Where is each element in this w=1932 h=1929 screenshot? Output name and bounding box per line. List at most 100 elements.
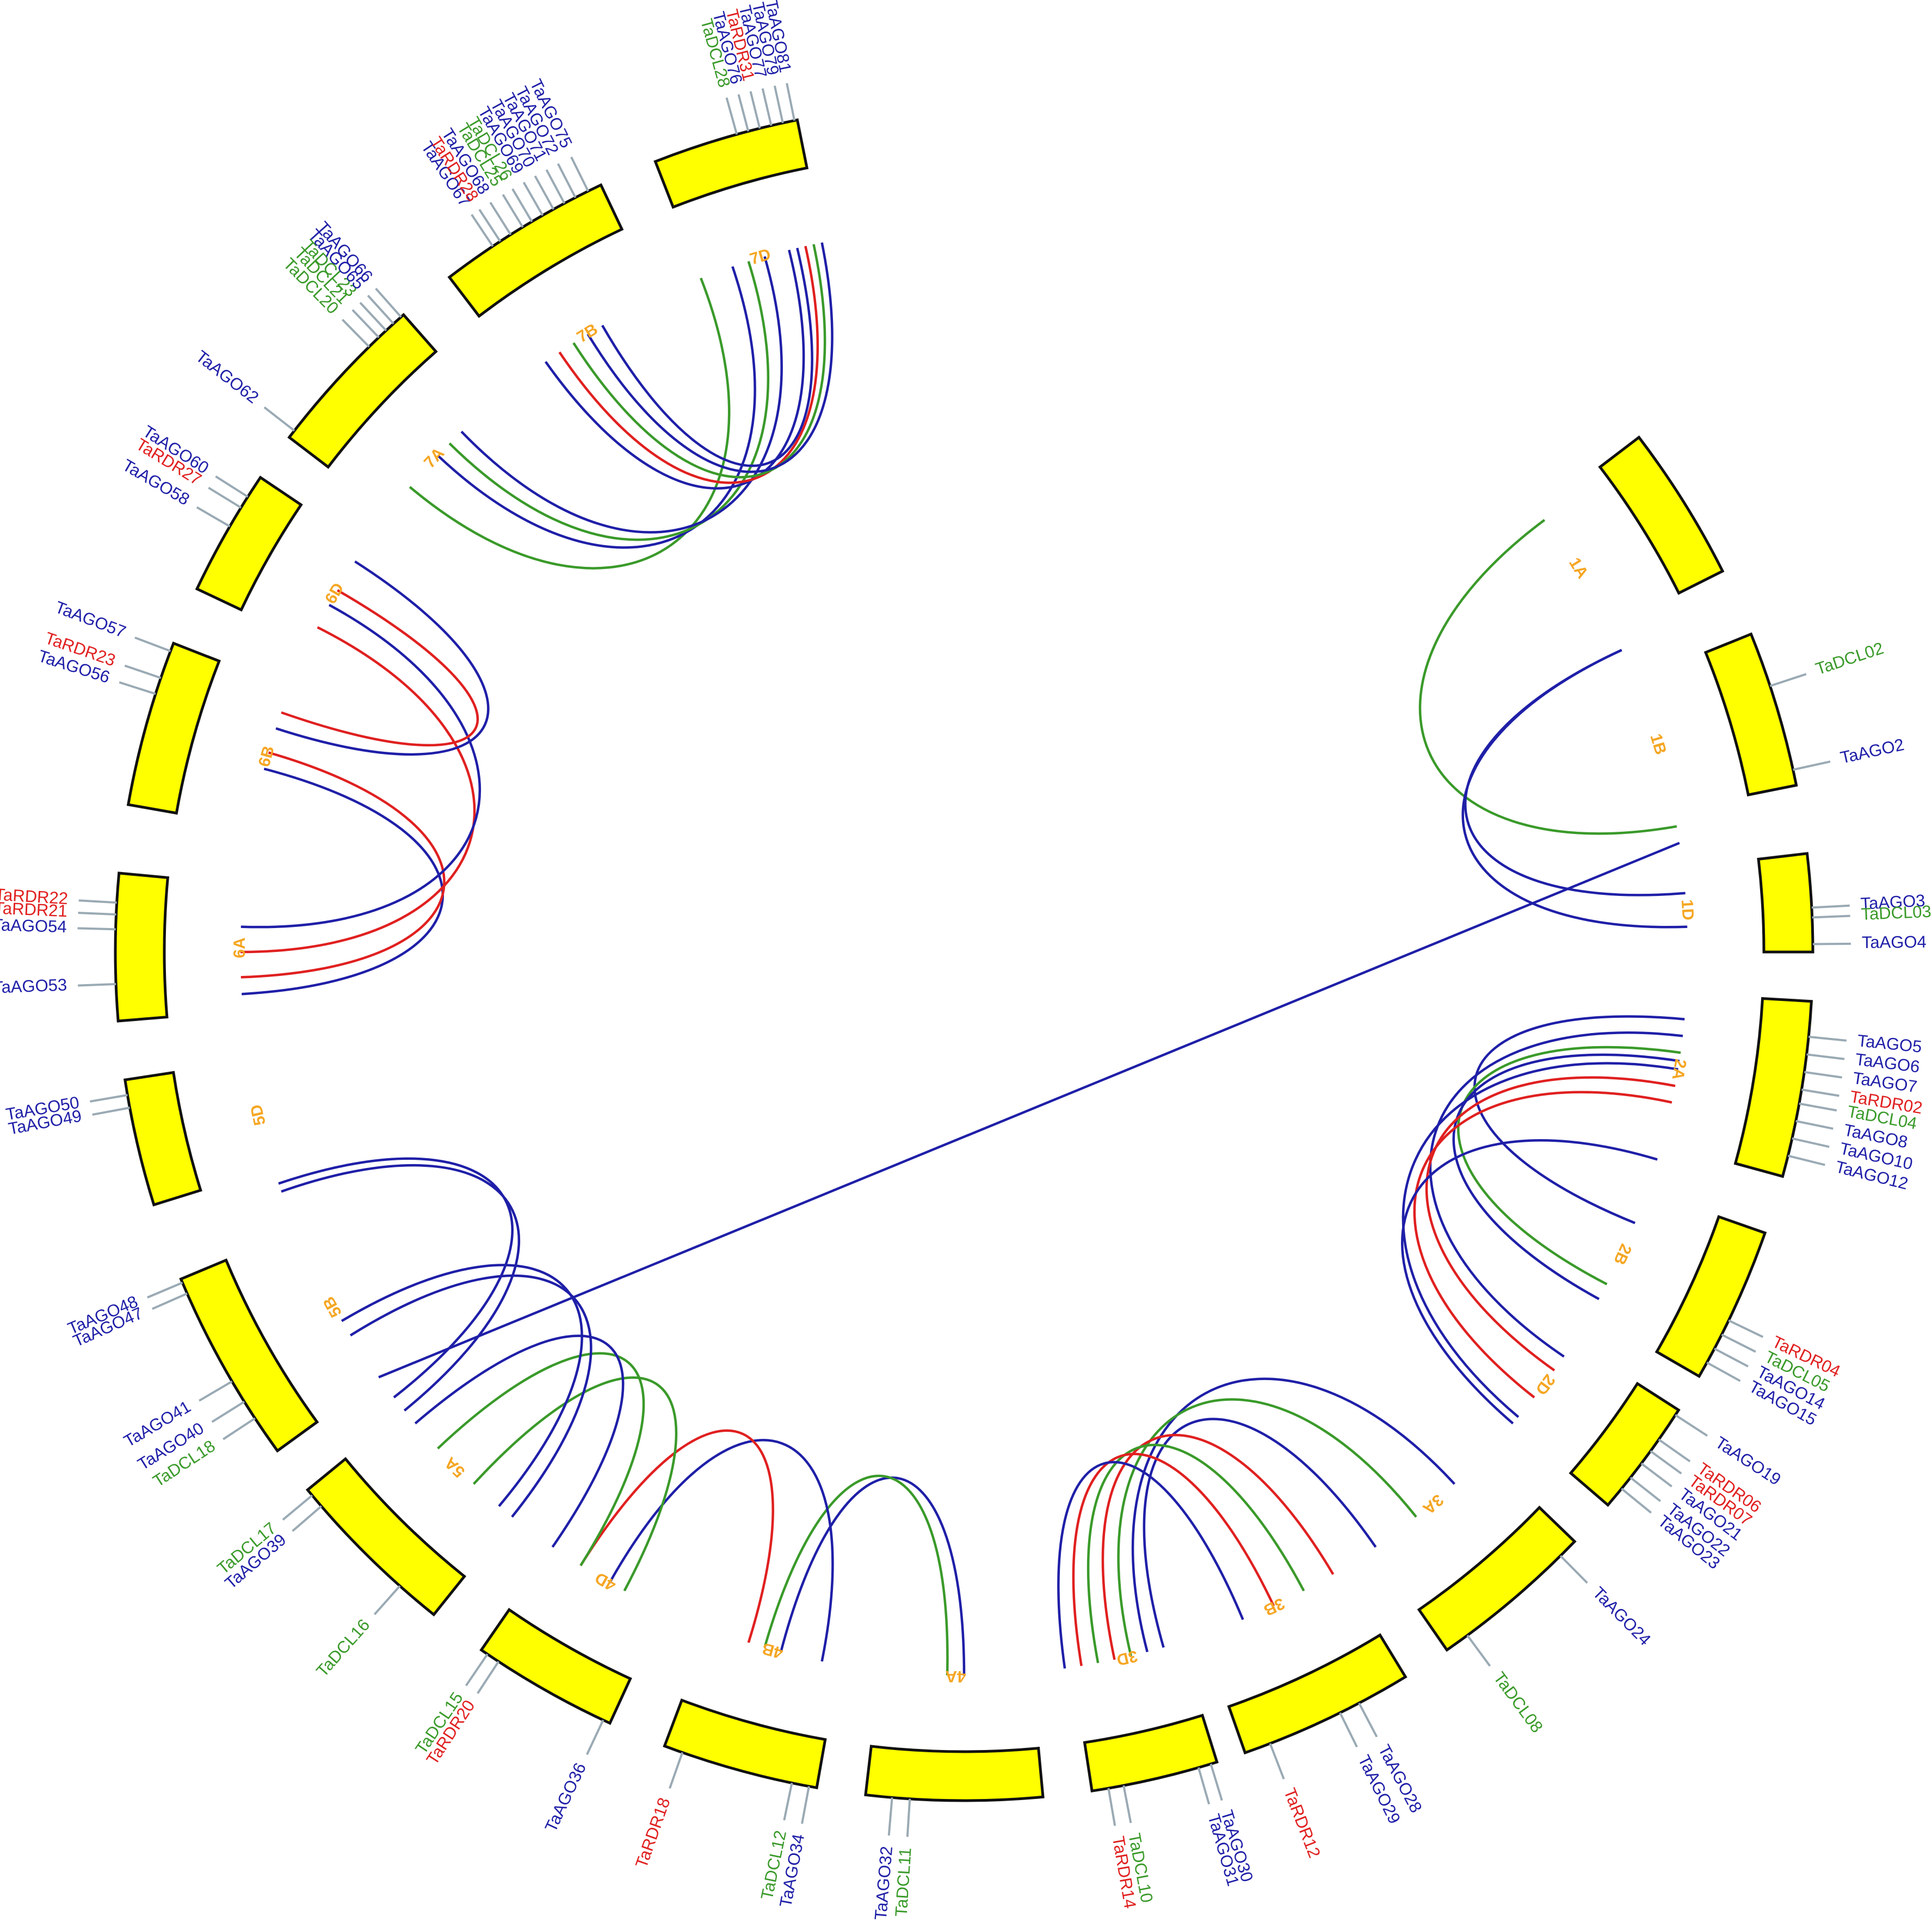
gene-leader-line (124, 664, 162, 679)
chromosome-3B (1227, 1633, 1408, 1755)
chromosome-1A (1598, 435, 1725, 595)
chromosome-7A (287, 313, 438, 469)
link-dcl (763, 1474, 949, 1675)
gene-leader-line (152, 1293, 188, 1310)
chromosome-label: 2B (1610, 1241, 1635, 1268)
gene-label-tardr21: TaRDR21 (0, 898, 67, 920)
link-ago (278, 1157, 514, 1399)
link-ago (242, 768, 445, 996)
gene-leader-line (77, 927, 116, 931)
gene-leader-line (1122, 1785, 1132, 1823)
gene-leader-line (1197, 1767, 1211, 1805)
gene-leader-line (1466, 1634, 1491, 1667)
gene-leader-line (725, 97, 738, 135)
link-dcl (437, 1352, 645, 1567)
gene-label-taago54: TaAGO54 (0, 915, 67, 936)
gene-leader-line (1269, 1743, 1285, 1780)
gene-label-tadcl02: TaDCL02 (1813, 638, 1886, 678)
chromosome-label: 3B (1261, 1594, 1287, 1619)
gene-leader-line (1769, 673, 1807, 687)
link-ago (780, 1476, 966, 1676)
chromosome-6B (126, 641, 221, 815)
gene-label-taago36: TaAGO36 (541, 1760, 590, 1835)
collinearity-links (240, 242, 1688, 1676)
link-ago (1402, 1062, 1678, 1418)
chromosome-2B (1655, 1215, 1767, 1378)
gene-leader-line (477, 1661, 499, 1694)
gene-leader-line (1812, 914, 1850, 919)
gene-leader-line (786, 83, 796, 121)
gene-leader-line (570, 156, 589, 192)
link-ago (281, 1164, 521, 1412)
link-rdr (240, 626, 476, 954)
link-dcl (409, 277, 731, 570)
gene-leader-line (196, 506, 231, 528)
chromosome-ring: 1A1B1D2A2B2D3A3B3D4A4B4D5A5B5D6A6B6D7A7B… (114, 118, 1814, 1802)
gene-label-taago62: TaAGO62 (192, 347, 262, 407)
gene-leader-line (1640, 1462, 1672, 1488)
gene-leader-line (1559, 1555, 1588, 1584)
gene-label-tardr18: TaRDR18 (632, 1795, 674, 1870)
chromosome-7B (447, 183, 624, 318)
chromosome-label: 3A (1419, 1491, 1447, 1518)
gene-leader-line (119, 681, 156, 695)
chromosome-label: 2A (1669, 1058, 1690, 1081)
gene-leader-line (522, 182, 544, 216)
link-ago (1143, 1418, 1377, 1648)
gene-label-taago3: TaAGO3 (1860, 891, 1926, 913)
link-ago (601, 248, 813, 467)
gene-leader-line (1714, 1347, 1749, 1368)
chromosome-1B (1703, 632, 1798, 797)
chromosome-label: 2D (1532, 1371, 1558, 1398)
link-rdr (281, 589, 479, 747)
chromosome-1D (1757, 852, 1814, 954)
chromosome-label: 3D (1115, 1647, 1139, 1669)
gene-leader-line (1793, 761, 1831, 771)
gene-leader-line (263, 406, 295, 432)
chromosome-3D (1083, 1714, 1219, 1793)
gene-leader-line (502, 194, 524, 228)
gene-leader-line (1721, 1333, 1756, 1353)
gene-leader-line (783, 1783, 793, 1821)
chromosome-label: 5A (441, 1454, 468, 1481)
gene-leader-line (78, 982, 116, 987)
gene-leader-line (1675, 1414, 1708, 1437)
gene-leader-line (489, 202, 512, 236)
gene-leader-line (737, 94, 750, 132)
chromosome-label: 1A (1565, 554, 1591, 582)
chromosome-2D (1569, 1381, 1681, 1507)
chromosome-label: 5B (319, 1294, 345, 1321)
chromosome-6D (195, 475, 303, 612)
chromosome-2A (1733, 997, 1813, 1178)
gene-leader-line (292, 1505, 322, 1532)
gene-leader-line (1795, 1120, 1834, 1130)
gene-label-tadcl03: TaDCL03 (1861, 902, 1932, 924)
gene-leader-line (545, 169, 566, 204)
chromosome-label: 6D (322, 580, 348, 607)
gene-leader-line (147, 1282, 183, 1299)
link-rdr (1072, 1452, 1275, 1666)
gene-leader-line (511, 188, 533, 222)
gene-leader-line (478, 208, 501, 242)
link-ago (1057, 1461, 1244, 1669)
link-ago (414, 1334, 625, 1548)
gene-leader-line (1629, 1476, 1662, 1503)
gene-leader-line (1801, 1089, 1840, 1097)
gene-leader-line (134, 636, 171, 652)
gene-leader-line (761, 88, 773, 126)
gene-leader-line (199, 1380, 233, 1402)
chromosome-label: 4B (760, 1639, 785, 1662)
gene-leader-line (1209, 1764, 1223, 1801)
gene-label-taago24: TaAGO24 (1589, 1583, 1655, 1649)
link-dcl (1418, 518, 1677, 835)
link-rdr (1413, 1091, 1672, 1399)
gene-leader-line (773, 85, 784, 123)
link-rdr (558, 245, 819, 484)
gene-leader-line (208, 486, 242, 509)
chromosome-6A (114, 871, 170, 1023)
link-ago (1400, 1139, 1658, 1425)
gene-leader-line (749, 91, 761, 129)
gene-leader-line (375, 288, 402, 318)
gene-leader-line (534, 175, 555, 210)
